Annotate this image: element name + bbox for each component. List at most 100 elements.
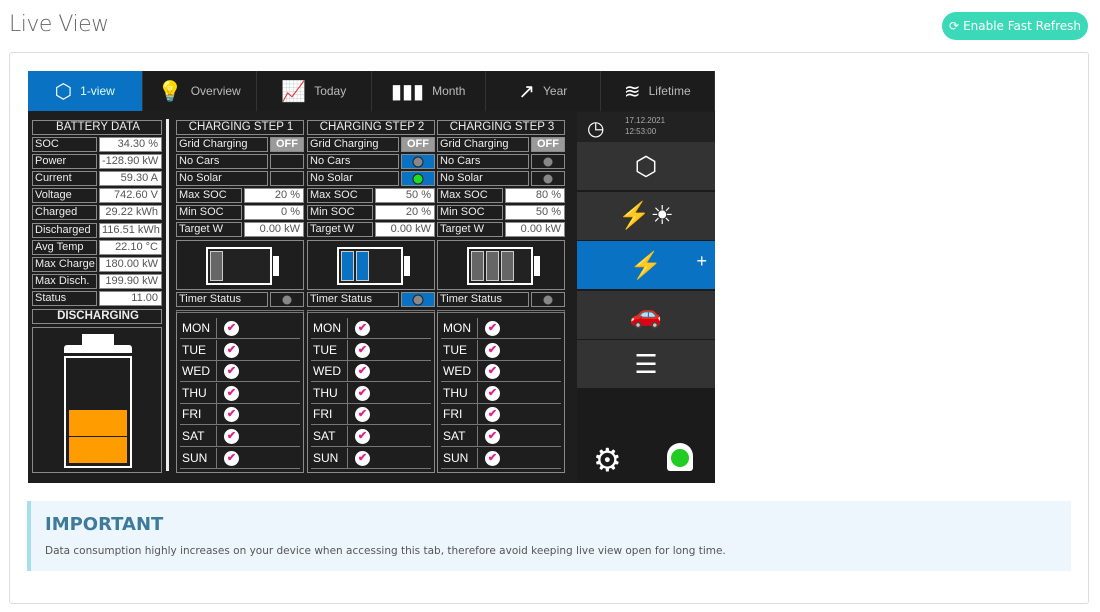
tab-1-view[interactable]: ⬡ 1-view <box>28 71 143 111</box>
divider <box>477 361 478 383</box>
checkmark-icon[interactable]: ✔ <box>224 364 239 380</box>
battery-label-charged: Charged <box>32 205 97 221</box>
day-label: WED <box>182 364 210 379</box>
checkmark-icon[interactable]: ✔ <box>224 385 239 401</box>
tab-overview[interactable]: 💡 Overview <box>143 71 257 111</box>
divider <box>347 318 348 339</box>
enable-fast-refresh-button[interactable]: ⟳ Enable Fast Refresh <box>942 12 1088 40</box>
divider <box>347 361 348 383</box>
battery-tip <box>534 256 540 276</box>
divider <box>216 447 217 469</box>
checkmark-icon[interactable]: ✔ <box>224 342 239 358</box>
tab-year[interactable]: ↗ Year <box>486 71 601 111</box>
gear-icon[interactable]: ⚙ <box>593 442 622 478</box>
battery-value: 29.22 kWh <box>99 205 162 221</box>
checkmark-icon[interactable]: ✔ <box>355 385 370 401</box>
battery-bar <box>356 251 369 281</box>
checkmark-icon[interactable]: ✔ <box>355 342 370 358</box>
battery-data-header: BATTERY DATA <box>32 120 162 135</box>
fast-refresh-label: Enable Fast Refresh <box>963 19 1081 33</box>
battery-charge-button[interactable]: ⚡ + <box>577 241 715 290</box>
grid-solar-button[interactable]: ⚡☀ <box>577 191 715 241</box>
battery-value: 180.00 kW <box>99 256 162 272</box>
step-battery-icon <box>176 240 304 290</box>
checkmark-icon[interactable]: ✔ <box>355 450 370 466</box>
day-label: SAT <box>182 429 205 443</box>
checkmark-icon[interactable]: ✔ <box>485 364 500 380</box>
step-value: 0.00 kW <box>505 222 565 237</box>
battery-value: 34.30 % <box>99 137 162 152</box>
alert-text: Data consumption highly increases on you… <box>45 545 726 557</box>
status-dot-icon <box>412 173 424 184</box>
checkmark-icon[interactable]: ✔ <box>224 321 239 336</box>
day-label: THU <box>443 385 468 400</box>
battery-label-maxdisch: Max Disch. <box>32 273 97 289</box>
battery-outline <box>467 247 533 285</box>
plus-icon[interactable]: + <box>696 251 707 271</box>
step-label: Grid Charging <box>307 137 399 152</box>
grid-solar-icon: ⚡☀ <box>618 200 674 230</box>
battery-gauge <box>32 327 162 473</box>
datetime: ◷ 17.12.2021 12:53:00 <box>577 112 715 142</box>
divider <box>477 318 478 339</box>
step-label: Grid Charging <box>176 137 268 152</box>
day-label: SAT <box>443 429 466 443</box>
day-label: FRI <box>313 407 333 422</box>
checkmark-icon[interactable]: ✔ <box>355 321 370 336</box>
tab-lifetime[interactable]: ≋ Lifetime <box>601 71 715 111</box>
important-alert: IMPORTANT Data consumption highly increa… <box>27 501 1071 571</box>
divider <box>216 426 217 447</box>
status-dot-icon <box>542 173 554 184</box>
divider <box>347 382 348 404</box>
car-network-icon: 🚗 <box>629 299 663 329</box>
divider <box>477 426 478 447</box>
checkmark-icon[interactable]: ✔ <box>485 407 500 423</box>
growth-chart-icon: ↗ <box>518 80 535 103</box>
tab-today[interactable]: 📈 Today <box>257 71 372 111</box>
checkmark-icon[interactable]: ✔ <box>355 364 370 380</box>
day-label: WED <box>443 364 471 379</box>
battery-label-soc: SOC <box>32 137 97 152</box>
checkmark-icon[interactable]: ✔ <box>485 429 500 444</box>
bell-icon[interactable] <box>665 443 695 477</box>
battery-label-status: Status <box>32 290 97 306</box>
step-value: 0 % <box>244 205 304 220</box>
battery-value: 59.30 A <box>99 171 162 187</box>
checkmark-icon[interactable]: ✔ <box>355 407 370 423</box>
day-row-wed: WED ✔ <box>180 361 300 383</box>
checkmark-icon[interactable]: ✔ <box>485 450 500 466</box>
battery-label-discharged: Discharged <box>32 222 97 238</box>
battery-bar <box>210 251 223 281</box>
status-dot-icon <box>542 294 554 305</box>
battery-value: 11.00 <box>99 290 162 306</box>
day-row-sat: SAT ✔ <box>180 426 300 447</box>
grid-charging-toggle[interactable]: OFF <box>270 137 304 152</box>
car-network-button[interactable]: 🚗 <box>577 290 715 340</box>
tab-month[interactable]: ▮▮▮ Month <box>372 71 486 111</box>
divider <box>166 119 169 471</box>
day-row-tue: TUE ✔ <box>180 339 300 361</box>
checkmark-icon[interactable]: ✔ <box>485 385 500 401</box>
day-row-thu: THU ✔ <box>311 382 431 404</box>
checkmark-icon[interactable]: ✔ <box>224 407 239 423</box>
grid-charging-toggle[interactable]: OFF <box>531 137 565 152</box>
step-label: Target W <box>307 222 373 237</box>
grid-charging-toggle[interactable]: OFF <box>401 137 435 152</box>
timer-status-indicator <box>401 292 435 307</box>
checkmark-icon[interactable]: ✔ <box>485 342 500 358</box>
checkmark-icon[interactable]: ✔ <box>224 450 239 466</box>
step-label: No Cars <box>307 154 399 169</box>
divider <box>477 382 478 404</box>
sliders-button[interactable]: ☰ <box>577 340 715 389</box>
checkmark-icon[interactable]: ✔ <box>485 321 500 336</box>
step-label: Min SOC <box>437 205 503 220</box>
divider <box>216 382 217 404</box>
checkmark-icon[interactable]: ✔ <box>355 429 370 444</box>
battery-label-current: Current <box>32 171 97 187</box>
step-label: No Cars <box>176 154 268 169</box>
status-dot-icon <box>281 294 293 305</box>
cube-button[interactable]: ⬡ <box>577 142 715 191</box>
status-dot-icon <box>542 156 554 167</box>
battery-fill-segment <box>69 410 127 436</box>
checkmark-icon[interactable]: ✔ <box>224 429 239 444</box>
